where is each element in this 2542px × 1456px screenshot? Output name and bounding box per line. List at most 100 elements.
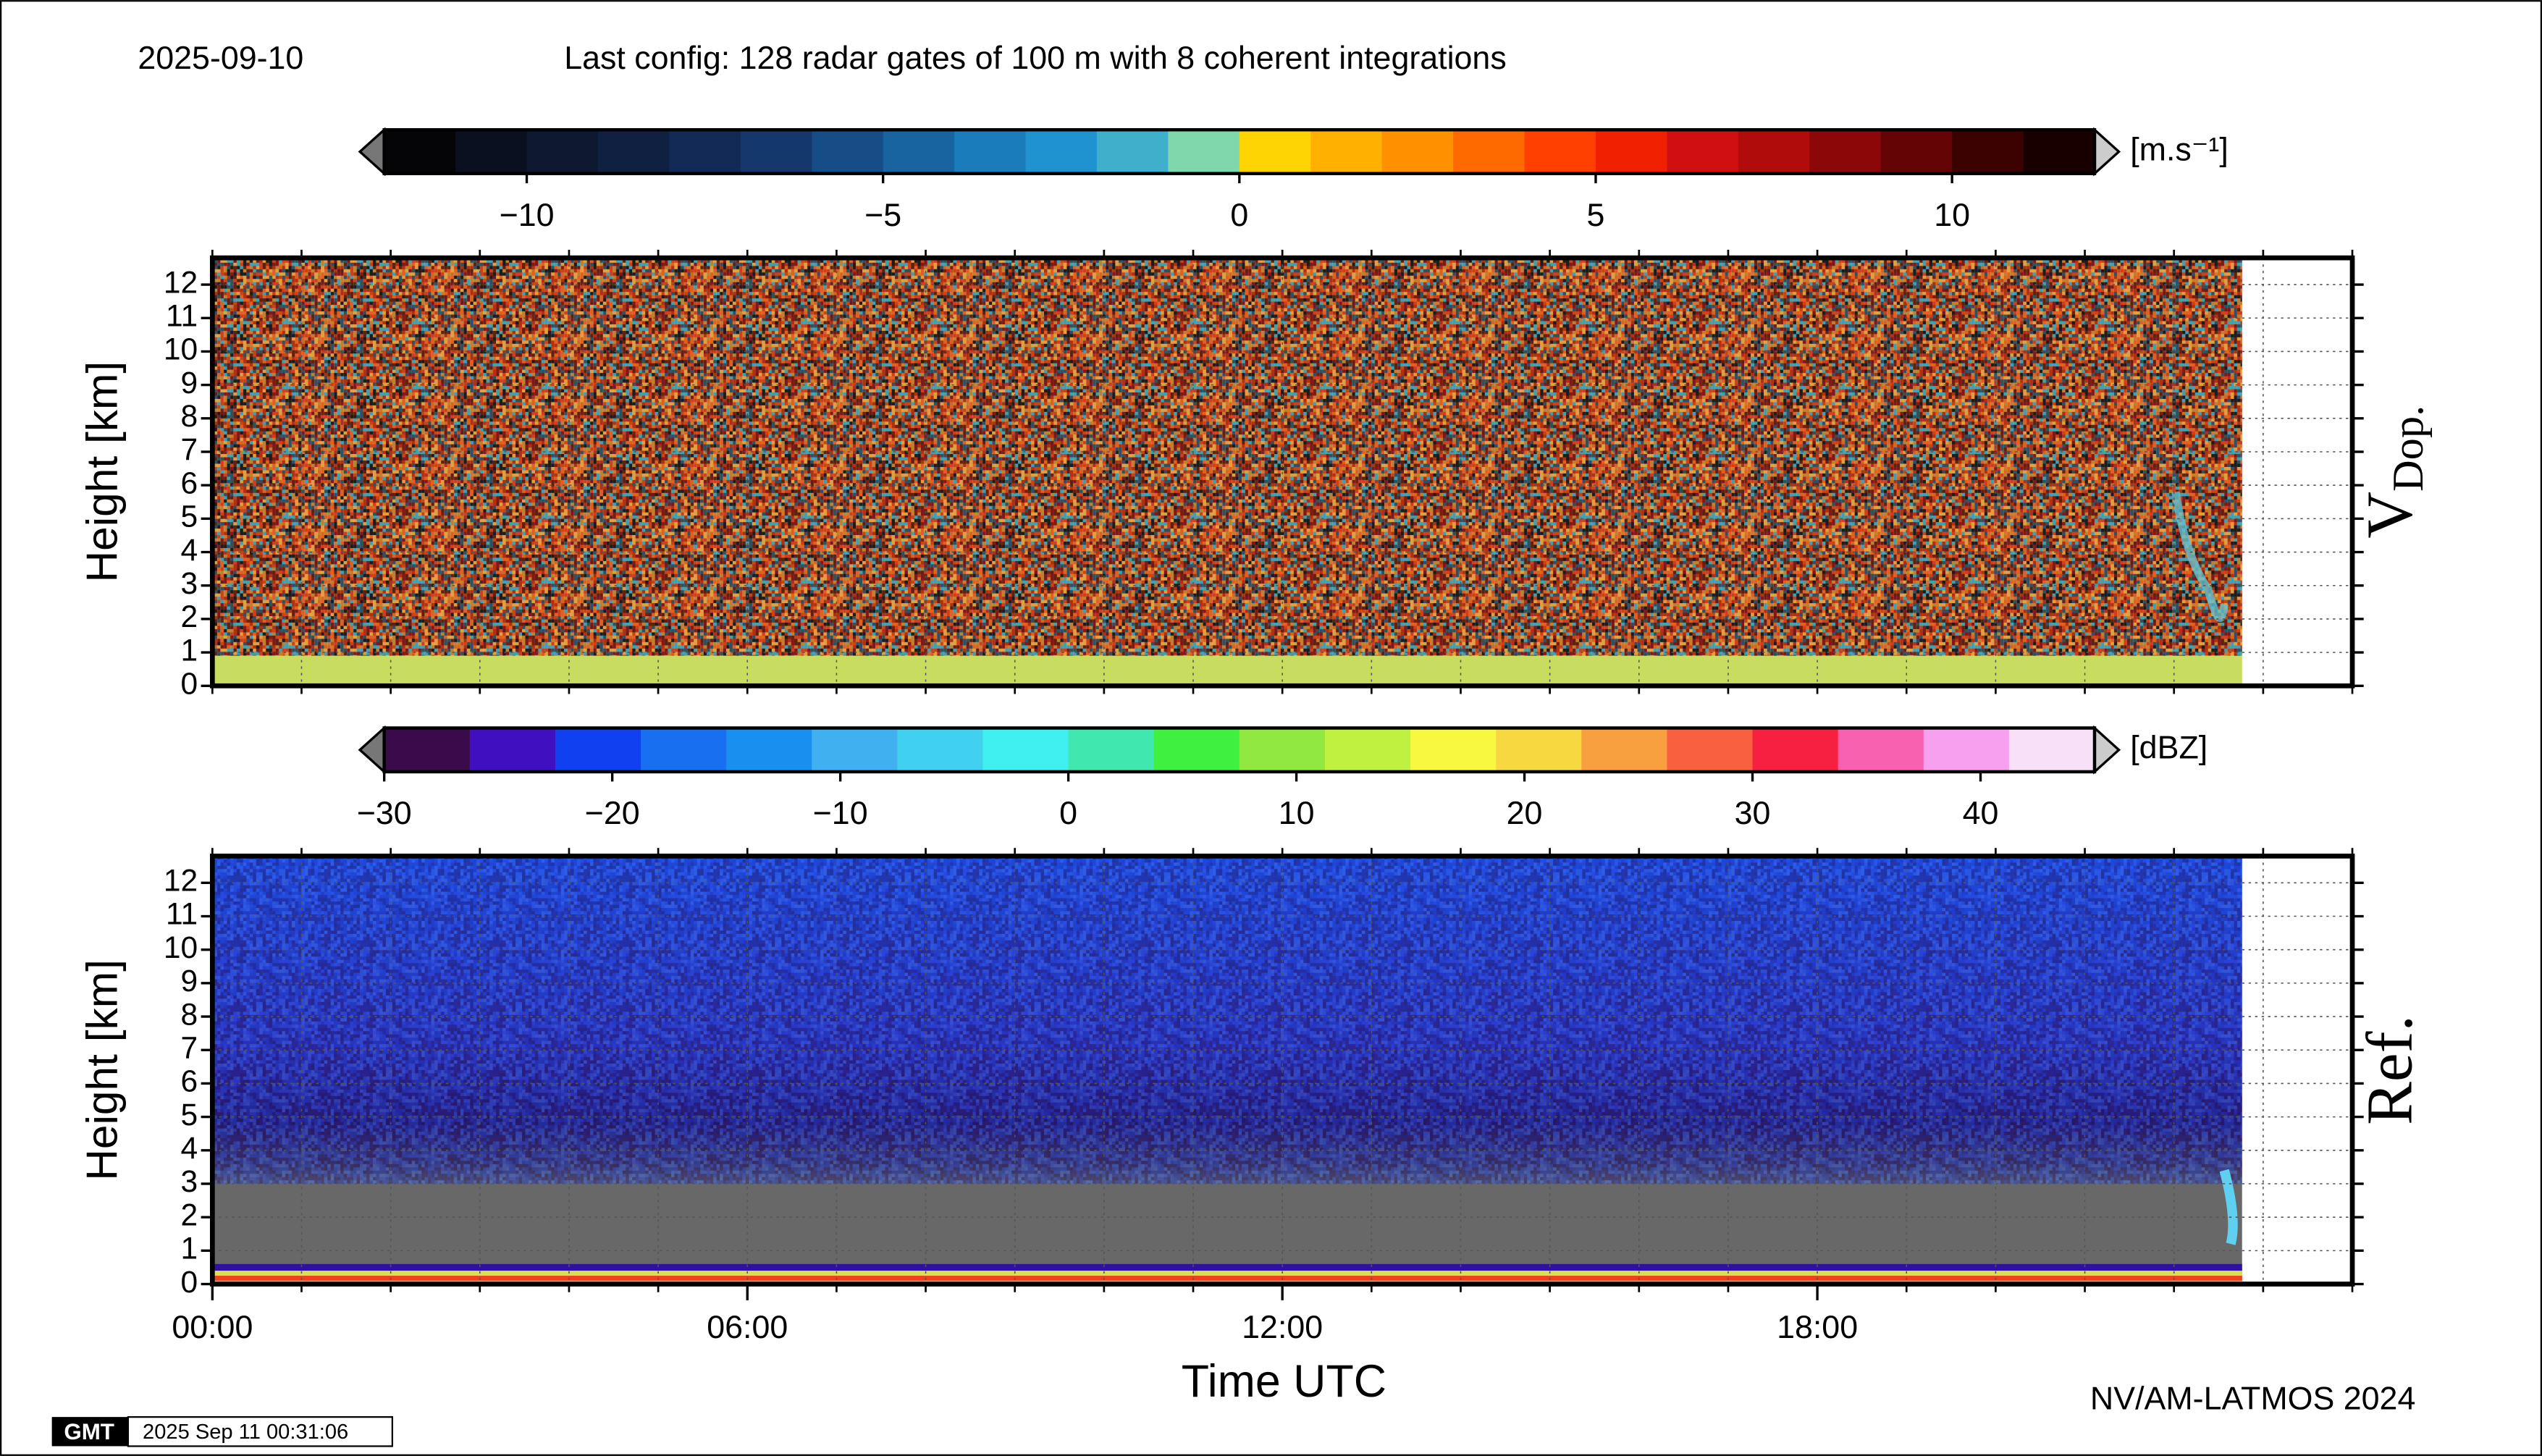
colorbar-swatch — [2023, 130, 2095, 174]
colorbar-swatch — [1239, 728, 1326, 772]
heatmap-noise — [212, 856, 2242, 1184]
colorbar-swatch — [1738, 130, 1811, 174]
y-tick-label: 8 — [181, 399, 198, 434]
y-tick-label: 8 — [181, 997, 198, 1032]
colorbar-swatch — [982, 728, 1069, 772]
y-tick-label: 5 — [181, 1098, 198, 1132]
y-tick-label: 9 — [181, 964, 198, 998]
y-tick-label: 11 — [166, 299, 198, 334]
colorbar-swatch — [1524, 130, 1596, 174]
colorbar-tick-label: −30 — [357, 795, 412, 831]
colorbar-swatch — [1952, 130, 2024, 174]
y-tick-label: 4 — [181, 533, 198, 568]
x-tick-label: 00:00 — [172, 1309, 253, 1345]
panel-label-main: V — [2354, 492, 2425, 539]
colorbar-swatch — [812, 130, 884, 174]
colorbar-unit: [m.s⁻¹] — [2130, 131, 2229, 167]
colorbar-swatch — [740, 130, 813, 174]
colorbar-swatch — [1381, 130, 1455, 174]
y-tick-label: 4 — [181, 1131, 198, 1166]
x-axis-title: Time UTC — [1182, 1356, 1386, 1407]
colorbar-swatch — [1096, 130, 1169, 174]
colorbar-tick-label: 30 — [1735, 795, 1771, 831]
credit: NV/AM-LATMOS 2024 — [2090, 1381, 2415, 1417]
colorbar-swatch — [897, 728, 984, 772]
colorbar-swatch — [1667, 130, 1739, 174]
colorbar-swatch — [469, 728, 556, 772]
colorbar-swatch — [1923, 728, 2010, 772]
colorbar-swatch — [597, 130, 670, 174]
date: 2025-09-10 — [138, 40, 303, 76]
echo-feature — [2219, 1169, 2238, 1245]
colorbar-tick-label: 10 — [1934, 197, 1970, 233]
colorbar-swatch — [1239, 130, 1312, 174]
config: Last config: 128 radar gates of 100 m wi… — [564, 40, 1506, 76]
y-tick-label: 12 — [164, 864, 198, 899]
y-tick-label: 11 — [166, 897, 198, 932]
colorbar-swatch — [455, 130, 528, 174]
colorbar-tick-label: −10 — [813, 795, 868, 831]
bottom-layer — [212, 1271, 2242, 1276]
y-tick-label: 1 — [181, 633, 198, 668]
y-tick-label: 3 — [181, 566, 198, 601]
heatmap-image — [212, 655, 2242, 686]
colorbar-frame — [382, 726, 2097, 774]
logo-box — [51, 1417, 128, 1447]
colorbar-swatch — [954, 130, 1027, 174]
x-tick-label: 06:00 — [707, 1309, 788, 1345]
colorbar-tick-label: 10 — [1279, 795, 1315, 831]
bottom-layer — [212, 1275, 2242, 1281]
colorbar-swatch — [1025, 130, 1098, 174]
panel-label-main: Ref. — [2354, 1015, 2425, 1125]
colorbar-tick-label: 20 — [1507, 795, 1543, 831]
colorbar-swatch — [883, 130, 956, 174]
colorbar-swatch — [1068, 728, 1155, 772]
y-tick-label: 10 — [164, 930, 198, 965]
colorbar-swatch — [641, 728, 728, 772]
y-tick-label: 1 — [181, 1232, 198, 1266]
y-tick-label: 0 — [181, 1265, 198, 1300]
colorbar-swatch — [1324, 728, 1411, 772]
y-tick-label: 10 — [164, 332, 198, 367]
y-tick-label: 7 — [181, 432, 198, 467]
y-tick-label: 7 — [181, 1030, 198, 1065]
colorbar-swatch — [1496, 728, 1583, 772]
y-tick-label: 2 — [181, 599, 198, 634]
x-tick-label: 18:00 — [1777, 1309, 1858, 1345]
colorbar-swatch — [1453, 130, 1525, 174]
colorbar-swatch — [384, 130, 457, 174]
colorbar-tick-label: 0 — [1059, 795, 1077, 831]
colorbar-swatch — [1153, 728, 1240, 772]
colorbar-tick-label: −20 — [585, 795, 640, 831]
panel-label-sub: Dop. — [2384, 405, 2433, 492]
y-tick-label: 5 — [181, 500, 198, 534]
colorbar-swatch — [1809, 130, 1882, 174]
colorbar-swatch — [1410, 728, 1497, 772]
colorbar-swatch — [1838, 728, 1924, 772]
colorbar-tick-label: 0 — [1230, 197, 1248, 233]
y-tick-label: 0 — [181, 667, 198, 702]
colorbar-swatch — [812, 728, 898, 772]
x-tick-label: 12:00 — [1242, 1309, 1323, 1345]
logo: GMT — [64, 1419, 114, 1444]
timestamp: 2025 Sep 11 00:31:06 — [143, 1421, 348, 1444]
colorbar-swatch — [2008, 728, 2095, 772]
colorbar-swatch — [1752, 728, 1839, 772]
y-axis-title: Height [km] — [77, 959, 127, 1181]
colorbar-swatch — [1595, 130, 1668, 174]
colorbar-swatch — [1880, 130, 1953, 174]
colorbar-swatch — [1667, 728, 1754, 772]
colorbar-swatch — [1310, 130, 1383, 174]
timestamp-box — [127, 1416, 393, 1447]
y-tick-label: 6 — [181, 1064, 198, 1099]
y-tick-label: 12 — [164, 265, 198, 300]
colorbar-swatch — [1168, 130, 1240, 174]
colorbar-swatch — [526, 130, 599, 174]
colorbar-swatch — [555, 728, 641, 772]
colorbar-swatch — [726, 728, 813, 772]
bottom-layer — [212, 1263, 2242, 1271]
panel-label: Ref. — [2354, 1015, 2425, 1125]
panel-label: VDop. — [2354, 405, 2433, 539]
colorbar-tick-label: −10 — [500, 197, 555, 233]
